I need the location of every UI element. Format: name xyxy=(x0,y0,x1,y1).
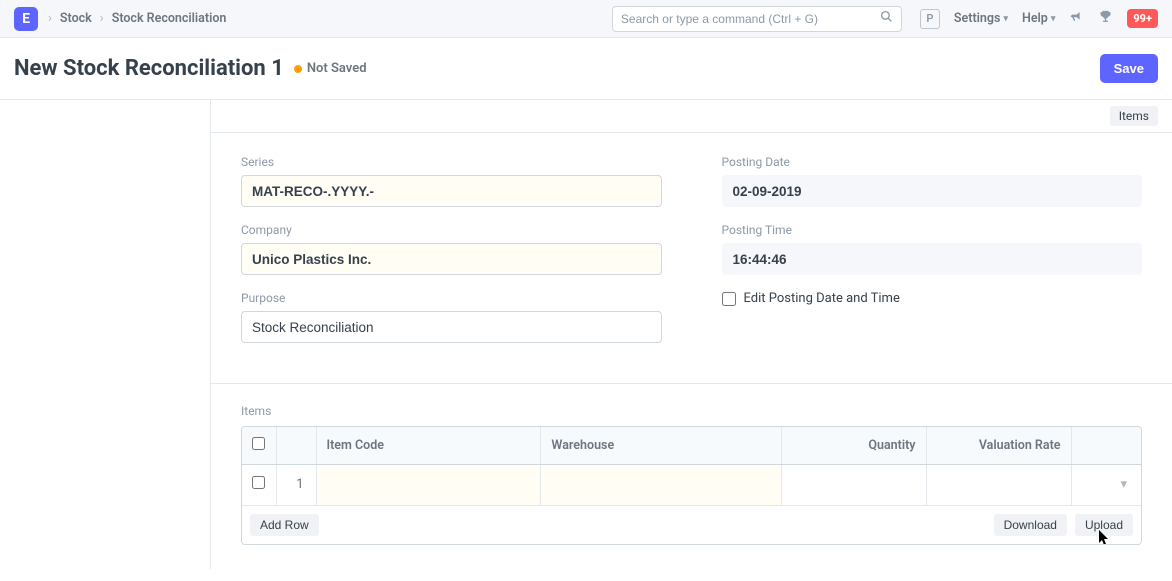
col-check xyxy=(242,427,276,465)
row-actions[interactable]: ▾ xyxy=(1071,465,1141,505)
caret-down-icon: ▾ xyxy=(1051,14,1056,24)
status-dot-icon xyxy=(294,65,302,73)
help-label: Help xyxy=(1022,11,1048,26)
purpose-label: Purpose xyxy=(241,291,662,305)
chevron-right-icon: › xyxy=(100,11,104,26)
row-check-cell xyxy=(242,465,276,505)
col-warehouse[interactable]: Warehouse xyxy=(541,427,781,465)
company-input[interactable] xyxy=(241,243,662,275)
navbar: E › Stock › Stock Reconciliation P Setti… xyxy=(0,0,1172,38)
status-text: Not Saved xyxy=(307,61,367,76)
series-group: Series xyxy=(241,155,662,207)
content-wrapper: Items Series Company Purpose Pos xyxy=(0,100,1172,569)
edit-posting-label: Edit Posting Date and Time xyxy=(744,291,900,306)
trophy-icon[interactable] xyxy=(1098,9,1113,28)
row-item-code[interactable] xyxy=(316,465,541,505)
search-input[interactable] xyxy=(621,12,880,26)
app-logo[interactable]: E xyxy=(14,7,38,31)
form-col-left: Series Company Purpose xyxy=(241,155,662,359)
form-col-right: Posting Date Posting Time Edit Posting D… xyxy=(722,155,1143,359)
posting-date-group: Posting Date xyxy=(722,155,1143,207)
page-title: New Stock Reconciliation 1 xyxy=(14,56,284,81)
download-button[interactable]: Download xyxy=(994,514,1067,536)
user-avatar[interactable]: P xyxy=(920,9,940,29)
help-menu[interactable]: Help ▾ xyxy=(1022,11,1055,26)
settings-label: Settings xyxy=(954,11,1001,26)
posting-time-input xyxy=(722,243,1143,275)
search-box[interactable] xyxy=(612,6,902,32)
page-header: New Stock Reconciliation 1 Not Saved Sav… xyxy=(0,38,1172,100)
items-footer: Add Row Download Upload xyxy=(242,505,1141,544)
tab-row: Items xyxy=(211,100,1172,133)
company-group: Company xyxy=(241,223,662,275)
purpose-input[interactable] xyxy=(241,311,662,343)
breadcrumb: › Stock › Stock Reconciliation xyxy=(48,11,226,26)
search-icon xyxy=(880,10,893,27)
breadcrumb-stock[interactable]: Stock xyxy=(60,11,92,26)
purpose-group: Purpose xyxy=(241,291,662,343)
edit-posting-checkbox[interactable] xyxy=(722,292,736,306)
items-table: Item Code Warehouse Quantity Valuation R… xyxy=(241,426,1142,545)
chevron-right-icon: › xyxy=(48,11,52,26)
settings-menu[interactable]: Settings ▾ xyxy=(954,11,1008,26)
form-section: Series Company Purpose Posting Date xyxy=(211,133,1172,384)
col-valuation-rate[interactable]: Valuation Rate xyxy=(926,427,1071,465)
items-section: Items Item Code Warehouse Quantity Valua… xyxy=(211,384,1172,569)
megaphone-icon[interactable] xyxy=(1069,9,1084,28)
items-section-label: Items xyxy=(241,404,1142,418)
items-header-row: Item Code Warehouse Quantity Valuation R… xyxy=(242,427,1141,465)
footer-right: Download Upload xyxy=(994,514,1133,536)
series-input[interactable] xyxy=(241,175,662,207)
upload-button[interactable]: Upload xyxy=(1075,514,1133,536)
posting-time-label: Posting Time xyxy=(722,223,1143,237)
col-item-code[interactable]: Item Code xyxy=(316,427,541,465)
posting-date-input xyxy=(722,175,1143,207)
table-row: 1 ▾ xyxy=(242,465,1141,505)
add-row-button[interactable]: Add Row xyxy=(250,514,319,536)
row-warehouse[interactable] xyxy=(541,465,781,505)
caret-down-icon: ▾ xyxy=(1003,14,1008,24)
col-actions xyxy=(1071,427,1141,465)
posting-time-group: Posting Time xyxy=(722,223,1143,275)
page-title-wrapper: New Stock Reconciliation 1 Not Saved xyxy=(14,56,367,81)
row-checkbox[interactable] xyxy=(252,476,265,489)
select-all-checkbox[interactable] xyxy=(252,437,265,450)
sidebar-space xyxy=(0,100,210,569)
navbar-right: P Settings ▾ Help ▾ 99+ xyxy=(920,9,1158,29)
tab-items[interactable]: Items xyxy=(1110,106,1158,126)
edit-posting-group: Edit Posting Date and Time xyxy=(722,291,1143,306)
company-label: Company xyxy=(241,223,662,237)
series-label: Series xyxy=(241,155,662,169)
breadcrumb-stock-reconciliation[interactable]: Stock Reconciliation xyxy=(112,11,227,26)
notification-badge[interactable]: 99+ xyxy=(1127,9,1158,28)
navbar-center xyxy=(612,6,902,32)
posting-date-label: Posting Date xyxy=(722,155,1143,169)
form-card: Items Series Company Purpose Pos xyxy=(210,100,1172,569)
col-quantity[interactable]: Quantity xyxy=(781,427,926,465)
status-indicator: Not Saved xyxy=(294,61,367,76)
save-button[interactable]: Save xyxy=(1100,54,1158,83)
chevron-down-icon: ▾ xyxy=(1120,477,1127,492)
col-index xyxy=(276,427,316,465)
navbar-left: E › Stock › Stock Reconciliation xyxy=(14,7,226,31)
row-index: 1 xyxy=(276,465,316,505)
row-quantity[interactable] xyxy=(781,465,926,505)
row-valuation-rate[interactable] xyxy=(926,465,1071,505)
